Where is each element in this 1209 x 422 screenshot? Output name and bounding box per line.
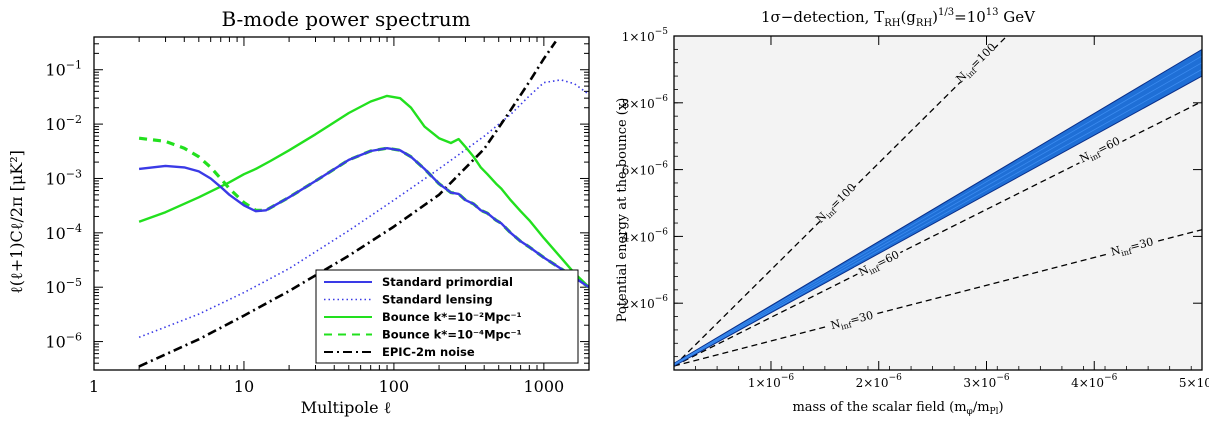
right-xlabel-sub1: φ [967,407,973,417]
series-line-dashdot-4 [138,40,557,368]
right-y-tick-label: 6×10−6 [622,161,669,178]
right-x-axis-label: mass of the scalar field (mφ/mPl) [792,400,1003,417]
series-line-solid-2 [138,94,589,289]
right-y-tick-label: 1×10−5 [622,27,669,44]
right-title-sup1: 1/3 [938,7,954,18]
left-y-tick-label: 10−2 [45,113,82,134]
right-title-tail: GeV [999,8,1037,26]
legend-label-2: Bounce k*=10⁻²Mpc⁻¹ [382,310,522,324]
right-title-sup2: 13 [986,7,999,18]
legend-label-3: Bounce k*=10⁻⁴Mpc⁻¹ [382,328,522,342]
contour-label-bg [1106,233,1157,260]
band-contour-line [674,62,1202,366]
legend-label-4: EPIC-2m noise [382,345,475,359]
left-chart-title: B-mode power spectrum [221,7,470,31]
left-plot-area: 1 10 100 1000 10−6 10−5 10−4 10−3 10−2 10−1 [45,36,590,396]
contour-label-bg [953,40,998,85]
right-xlabel-sub2: Pl [990,407,999,417]
contour-label-bg [813,181,858,225]
contour-label-bg [826,307,877,333]
right-title-mid3: =10 [954,8,986,26]
right-xlabel-tail: ) [998,400,1003,415]
right-y-tick-label: 2×10−6 [622,294,669,311]
right-x-tick-label: 5×10−6 [1179,373,1209,390]
right-title-sub1: RH [884,18,901,29]
right-x-tick-label: 3×10−6 [963,373,1010,390]
right-y-tick-label: 8×10−6 [622,94,669,111]
left-legend: Standard primordial Standard lensing Bounc… [315,269,579,364]
left-x-tick-label: 1 [89,377,99,396]
contour-label-bg [1075,132,1125,167]
left-y-tick-label: 10−1 [45,59,82,80]
left-x-tick-label: 100 [379,377,410,396]
left-y-tick-label: 10−6 [45,331,82,352]
right-plot-area: Ninf=100Ninf=60Ninf=30Ninf=100Ninf=60Nin… [622,27,1209,390]
band-contour-line [674,69,1202,366]
left-y-axis-label: ℓ(ℓ+1)Cℓ/2π [μK²] [7,150,26,294]
right-plot-frame [673,35,1203,371]
contour-label-bg [854,246,904,281]
right-x-tick-label: 1×10−6 [748,373,795,390]
right-title-mid2: ) [932,8,938,26]
band-contour-line [674,55,1202,365]
left-x-tick-label: 10 [234,377,254,396]
series-line-solid-0 [138,146,589,289]
left-y-tick-label: 10−3 [45,167,82,188]
right-x-tick-label: 2×10−6 [856,373,903,390]
right-title-mid1: (g [900,8,916,26]
left-plot-frame [93,36,590,371]
right-chart-title: 1σ−detection, TRH(gRH)1/3=1013 GeV [761,7,1036,29]
series-line-dotted-1 [138,79,589,339]
right-chart-panel: 1σ−detection, TRH(gRH)1/3=1013 GeV mass … [615,7,1209,417]
contour-label-2: Ninf=30 [829,309,875,334]
contour-label-5: Ninf=30 [1109,235,1155,260]
legend-label-0: Standard primordial [382,275,513,289]
left-y-tick-label: 10−4 [45,222,82,243]
right-x-tick-label: 4×10−6 [1071,373,1118,390]
left-x-axis-label: Multipole ℓ [301,398,392,417]
right-title-sub2: RH [916,18,933,29]
right-xlabel-lead: mass of the scalar field (m [792,400,966,415]
right-y-axis-label: Potential energy at the bounce (x) [615,98,630,323]
right-y-tick-label: 4×10−6 [622,227,669,244]
right-title-lead: 1σ−detection, T [761,8,884,26]
legend-label-1: Standard lensing [382,293,493,307]
left-x-tick-label: 1000 [524,377,565,396]
left-chart-panel: B-mode power spectrum Multipole ℓ ℓ(ℓ+1)… [7,7,590,417]
right-xlabel-mid: /m [973,400,990,415]
left-y-tick-label: 10−5 [45,276,82,297]
